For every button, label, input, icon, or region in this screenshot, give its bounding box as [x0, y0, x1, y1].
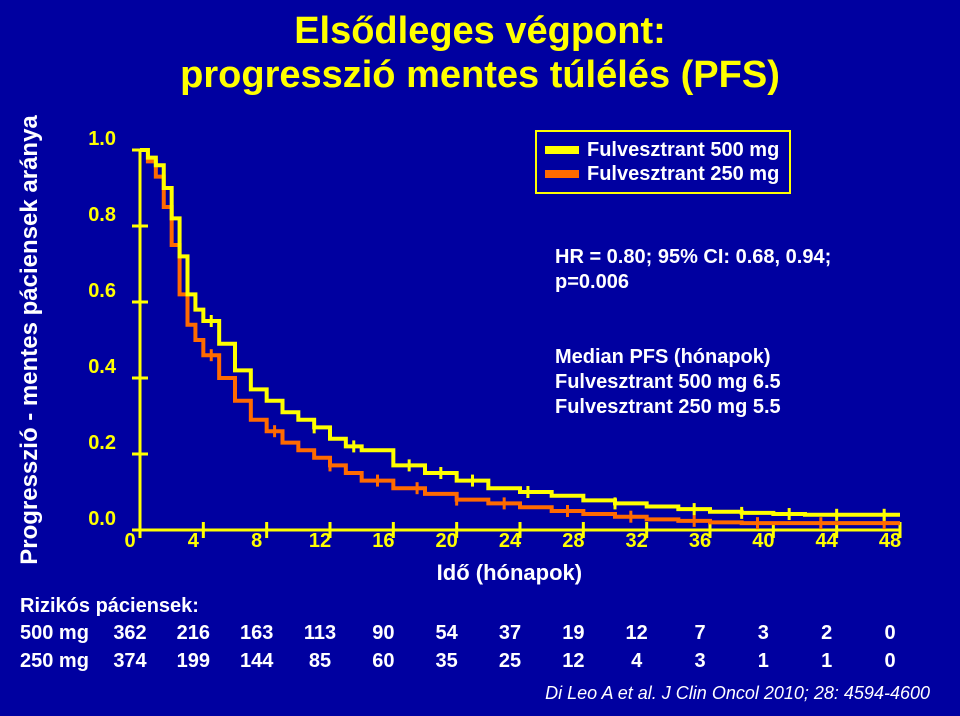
legend-swatch	[545, 146, 579, 154]
xtick-label: 20	[427, 530, 467, 553]
risk-cell: 7	[680, 622, 720, 645]
risk-cell: 1	[807, 650, 847, 673]
risk-cell: 0	[870, 622, 910, 645]
legend-label: Fulvesztrant 500 mg	[587, 138, 779, 162]
risk-cell: 3	[680, 650, 720, 673]
legend-item: Fulvesztrant 250 mg	[545, 162, 779, 186]
xtick-label: 16	[363, 530, 403, 553]
citation: Di Leo A et al. J Clin Oncol 2010; 28: 4…	[545, 683, 930, 704]
title-line2: progresszió mentes túlélés (PFS)	[180, 54, 780, 96]
y-axis-label: Progresszió - mentes páciensek aránya	[16, 115, 44, 565]
risk-cell: 216	[173, 622, 213, 645]
risk-row-label: 250 mg	[20, 650, 89, 673]
risk-cell: 2	[807, 622, 847, 645]
hr-line2: p=0.006	[555, 271, 629, 293]
ytick-label: 0.6	[88, 280, 116, 303]
risk-table-header: Rizikós páciensek:	[20, 595, 199, 618]
ytick-label: 0.4	[88, 356, 116, 379]
risk-cell: 374	[110, 650, 150, 673]
ytick-label: 0.0	[88, 508, 116, 531]
legend-item: Fulvesztrant 500 mg	[545, 138, 779, 162]
xtick-label: 28	[553, 530, 593, 553]
risk-cell: 60	[363, 650, 403, 673]
xtick-label: 24	[490, 530, 530, 553]
ytick-label: 1.0	[88, 128, 116, 151]
risk-cell: 0	[870, 650, 910, 673]
risk-cell: 19	[553, 622, 593, 645]
legend-swatch	[545, 170, 579, 178]
median-line2: Fulvesztrant 500 mg 6.5	[555, 371, 781, 393]
risk-cell: 113	[300, 622, 340, 645]
median-line1: Median PFS (hónapok)	[555, 346, 771, 368]
risk-cell: 199	[173, 650, 213, 673]
risk-cell: 163	[237, 622, 277, 645]
risk-cell: 3	[743, 622, 783, 645]
ytick-label: 0.8	[88, 204, 116, 227]
risk-cell: 37	[490, 622, 530, 645]
risk-cell: 25	[490, 650, 530, 673]
risk-cell: 1	[743, 650, 783, 673]
xtick-label: 8	[237, 530, 277, 553]
risk-cell: 12	[617, 622, 657, 645]
risk-cell: 54	[427, 622, 467, 645]
xtick-label: 44	[807, 530, 847, 553]
xtick-label: 0	[110, 530, 150, 553]
title-line1: Elsődleges végpont:	[294, 10, 666, 52]
median-pfs-text: Median PFS (hónapok) Fulvesztrant 500 mg…	[555, 345, 781, 420]
risk-cell: 144	[237, 650, 277, 673]
legend-box: Fulvesztrant 500 mgFulvesztrant 250 mg	[535, 130, 791, 194]
median-line3: Fulvesztrant 250 mg 5.5	[555, 396, 781, 418]
risk-cell: 85	[300, 650, 340, 673]
ytick-label: 0.2	[88, 432, 116, 455]
risk-cell: 4	[617, 650, 657, 673]
xtick-label: 48	[870, 530, 910, 553]
risk-cell: 35	[427, 650, 467, 673]
xtick-label: 40	[743, 530, 783, 553]
km-plot	[130, 140, 930, 560]
risk-cell: 362	[110, 622, 150, 645]
risk-cell: 90	[363, 622, 403, 645]
xtick-label: 36	[680, 530, 720, 553]
risk-cell: 12	[553, 650, 593, 673]
xtick-label: 32	[617, 530, 657, 553]
chart-title: Elsődleges végpont: progresszió mentes t…	[0, 10, 960, 97]
hazard-ratio-text: HR = 0.80; 95% CI: 0.68, 0.94; p=0.006	[555, 245, 831, 295]
legend-label: Fulvesztrant 250 mg	[587, 162, 779, 186]
risk-row-label: 500 mg	[20, 622, 89, 645]
xtick-label: 12	[300, 530, 340, 553]
x-axis-label: Idő (hónapok)	[437, 560, 582, 586]
hr-line1: HR = 0.80; 95% CI: 0.68, 0.94;	[555, 246, 831, 268]
xtick-label: 4	[173, 530, 213, 553]
